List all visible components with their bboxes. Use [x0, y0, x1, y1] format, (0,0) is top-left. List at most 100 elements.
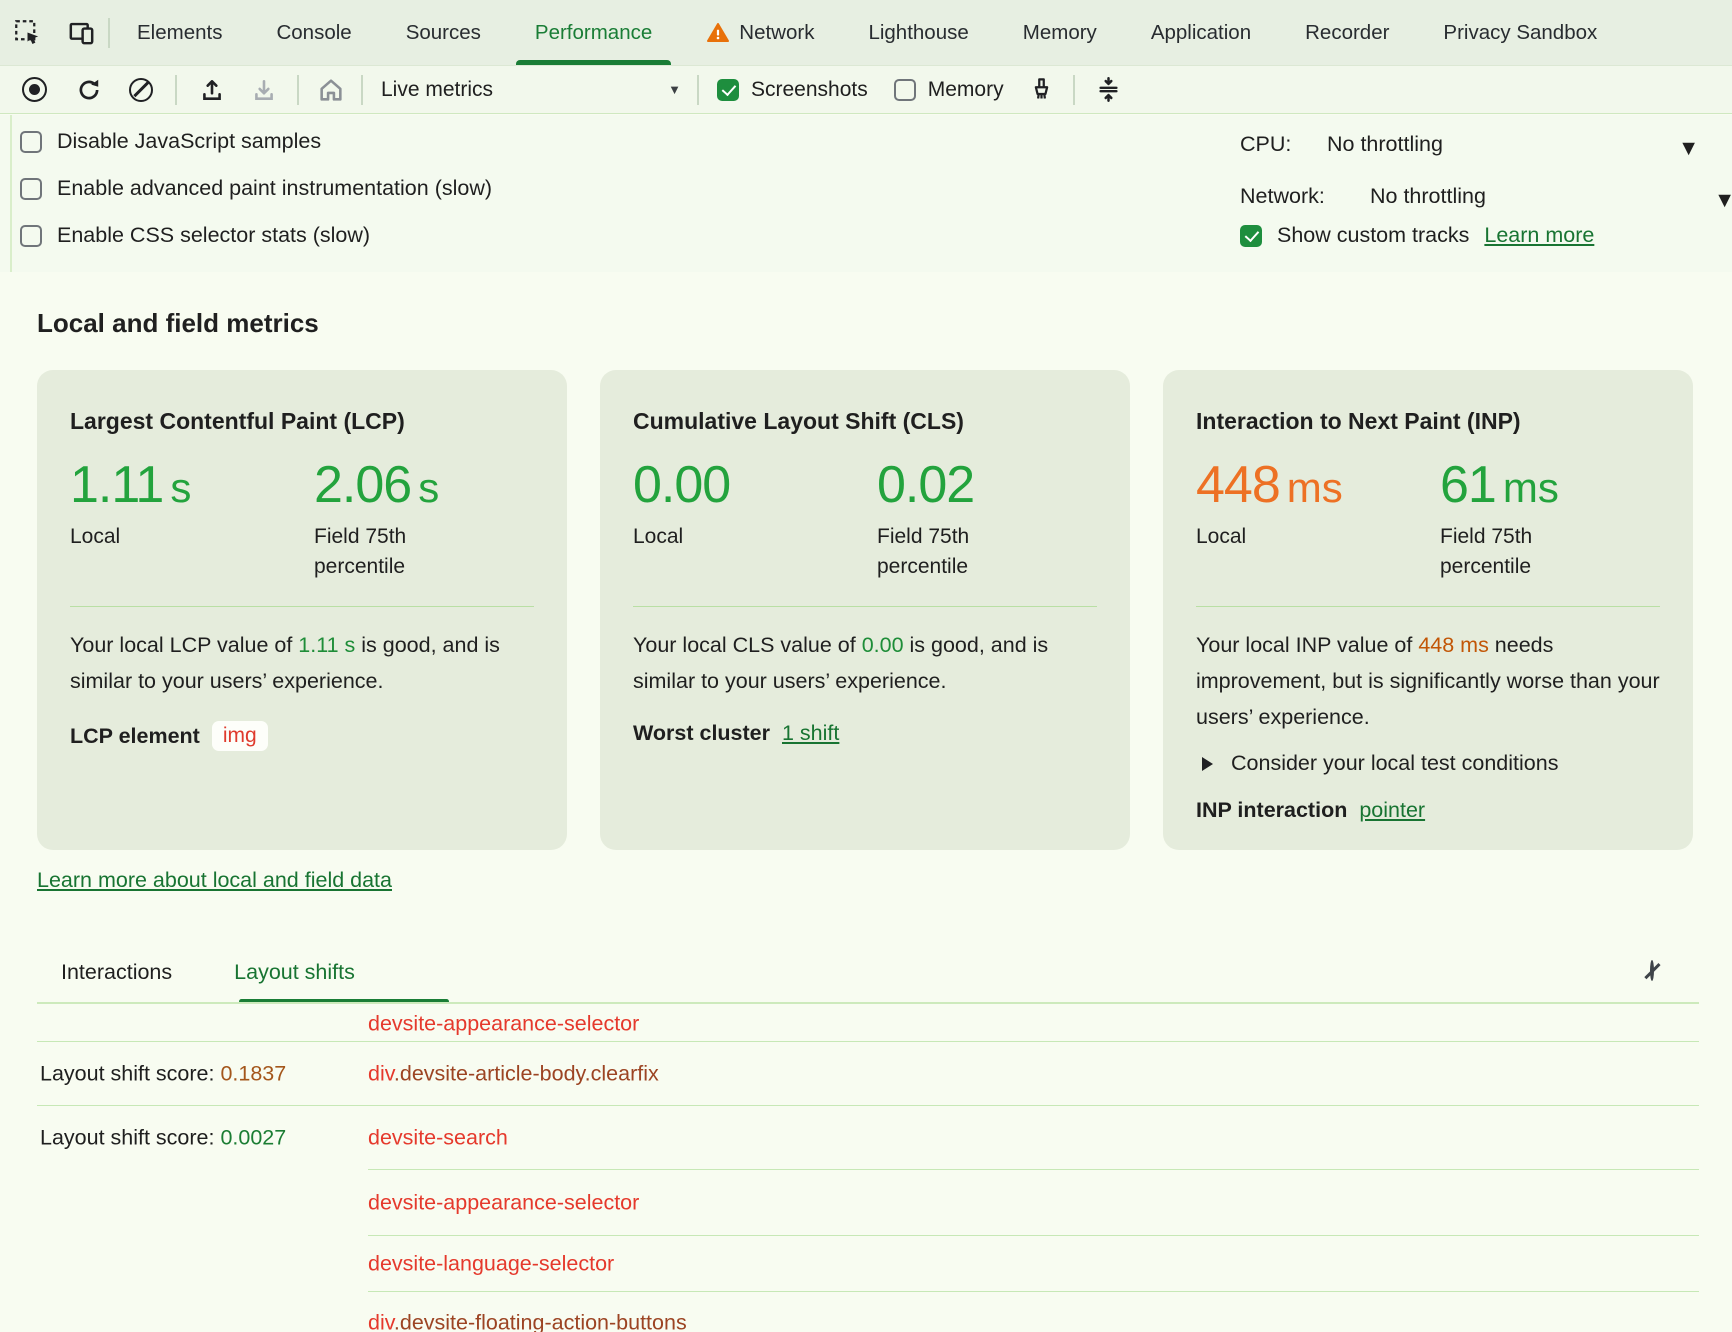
cls-local-value: 0.00 — [633, 456, 731, 514]
divider — [361, 74, 363, 105]
tab-network[interactable]: Network — [679, 0, 841, 65]
lcp-element-chip[interactable]: img — [211, 721, 268, 751]
local-test-conditions-disclosure[interactable]: Consider your local test conditions — [1196, 751, 1660, 776]
download-icon — [255, 79, 273, 100]
layout-shift-score: Layout shift score: 0.0027 — [40, 1125, 287, 1150]
network-throttle-select[interactable]: No throttling — [1370, 184, 1486, 208]
node-link[interactable]: devsite-appearance-selector — [368, 1190, 640, 1215]
inp-local-value: 448 ms — [1196, 456, 1343, 514]
clear-log-button[interactable] — [1650, 960, 1654, 981]
clear-button[interactable] — [129, 77, 153, 102]
node-link[interactable]: devsite-search — [368, 1125, 508, 1150]
worst-cluster-label: Worst cluster — [633, 721, 770, 745]
cls-description: Your local CLS value of 0.00 is good, an… — [633, 633, 1049, 693]
checkbox-label: Enable advanced paint instrumentation (s… — [57, 176, 493, 200]
learn-more-link[interactable]: Learn more — [1484, 223, 1595, 247]
disable-js-samples-checkbox[interactable]: Disable JavaScript samples — [20, 129, 321, 154]
node-link[interactable]: devsite-language-selector — [368, 1251, 615, 1276]
layout-shift-row: devsite-appearance-selector — [0, 1170, 1732, 1236]
checkbox-icon — [20, 224, 42, 247]
reload-icon — [79, 79, 99, 99]
memory-checkbox[interactable]: Memory — [893, 77, 1004, 102]
tab-label: Application — [1150, 20, 1252, 44]
divider — [368, 1234, 1699, 1236]
layout-shift-score: Layout shift score: 0.1837 — [40, 1061, 287, 1086]
divider — [108, 17, 110, 48]
chevron-down-icon[interactable]: ▼ — [1678, 136, 1700, 160]
capture-settings: Disable JavaScript samples Enable advanc… — [0, 115, 1732, 273]
device-toolbar-icon — [68, 19, 95, 46]
layout-shift-list: devsite-appearance-selector Layout shift… — [0, 1005, 1732, 1332]
tab-sources[interactable]: Sources — [379, 0, 508, 65]
divider — [368, 1290, 1699, 1292]
chevron-down-icon[interactable]: ▼ — [1714, 188, 1732, 212]
checkbox-label: Screenshots — [751, 77, 868, 101]
warning-icon — [706, 21, 730, 45]
divider — [175, 74, 177, 105]
tab-performance[interactable]: Performance — [508, 0, 679, 65]
network-throttle-label: Network: — [1240, 184, 1325, 208]
tab-lighthouse[interactable]: Lighthouse — [841, 0, 995, 65]
metric-card-title: Largest Contentful Paint (LCP) — [70, 408, 405, 434]
panel-mode-select[interactable]: Live metrics ▼ — [381, 78, 681, 102]
metric-card-title: Interaction to Next Paint (INP) — [1196, 408, 1521, 434]
tab-privacy-sandbox[interactable]: Privacy Sandbox — [1416, 0, 1624, 65]
divider — [368, 1168, 1699, 1170]
home-button[interactable] — [317, 76, 345, 104]
node-link[interactable]: devsite-appearance-selector — [368, 1011, 640, 1035]
tab-layout-shifts[interactable]: Layout shifts — [234, 960, 355, 984]
inp-interaction-label: INP interaction — [1196, 798, 1348, 822]
node-link[interactable]: div.devsite-floating-action-buttons — [368, 1310, 687, 1332]
reload-and-record-button[interactable] — [76, 77, 102, 103]
inp-interaction-link[interactable]: pointer — [1359, 798, 1426, 822]
tab-label: Lighthouse — [868, 20, 969, 44]
divider — [37, 1002, 1699, 1004]
tab-console[interactable]: Console — [249, 0, 378, 65]
devtools-tabbar: Elements Console Sources Performance Net… — [0, 0, 1732, 66]
inspect-element-button[interactable] — [0, 0, 54, 65]
divider — [633, 606, 1097, 607]
divider — [70, 606, 534, 607]
worst-cluster-link[interactable]: 1 shift — [782, 721, 840, 745]
checkbox-icon — [20, 177, 42, 200]
disclosure-triangle-icon — [1202, 756, 1213, 771]
checkbox-label: Memory — [927, 77, 1004, 101]
inp-field-value: 61 ms — [1440, 456, 1559, 514]
device-toolbar-button[interactable] — [54, 0, 108, 65]
performance-toolbar: Live metrics ▼ Screenshots Memory — [0, 66, 1732, 114]
active-tab-underline — [239, 999, 449, 1004]
local-label: Local — [1196, 525, 1247, 548]
node-link[interactable]: div.devsite-article-body.clearfix — [368, 1061, 659, 1086]
brush-icon — [1034, 78, 1048, 99]
shrink-rows-button[interactable] — [1095, 76, 1122, 103]
tab-recorder[interactable]: Recorder — [1278, 0, 1416, 65]
metric-card-inp: Interaction to Next Paint (INP) 448 ms Lo… — [1163, 370, 1693, 850]
download-profile-button[interactable] — [251, 77, 277, 103]
cls-field-value: 0.02 — [877, 456, 975, 514]
chevron-down-icon: ▼ — [668, 82, 681, 97]
tab-label: Sources — [405, 20, 481, 44]
lcp-description: Your local LCP value of 1.11 s is good, … — [70, 633, 500, 693]
css-selector-stats-checkbox[interactable]: Enable CSS selector stats (slow) — [20, 223, 370, 248]
cpu-throttle-select[interactable]: No throttling — [1327, 132, 1443, 156]
field-label: Field 75th percentile — [877, 525, 970, 578]
learn-more-local-field-link[interactable]: Learn more about local and field data — [37, 868, 392, 892]
tab-interactions[interactable]: Interactions — [61, 960, 173, 984]
gc-brush-button[interactable] — [1028, 76, 1055, 103]
cpu-throttle-label: CPU: — [1240, 132, 1292, 156]
lcp-element-label: LCP element — [70, 723, 200, 748]
upload-profile-button[interactable] — [199, 77, 225, 103]
tab-memory[interactable]: Memory — [996, 0, 1124, 65]
tab-elements[interactable]: Elements — [110, 0, 249, 65]
log-tabbar: Interactions Layout shifts — [61, 960, 355, 985]
tab-application[interactable]: Application — [1124, 0, 1278, 65]
tab-label: Recorder — [1305, 20, 1390, 44]
show-custom-tracks-checkbox[interactable]: Show custom tracks Learn more — [1240, 223, 1594, 248]
checkbox-label: Enable CSS selector stats (slow) — [57, 223, 371, 247]
tab-label: Privacy Sandbox — [1443, 20, 1598, 44]
lcp-local-value: 1.11 s — [70, 456, 192, 514]
screenshots-checkbox[interactable]: Screenshots — [717, 78, 868, 102]
advanced-paint-checkbox[interactable]: Enable advanced paint instrumentation (s… — [20, 176, 492, 201]
divider — [1072, 74, 1075, 105]
record-button[interactable] — [22, 77, 47, 102]
